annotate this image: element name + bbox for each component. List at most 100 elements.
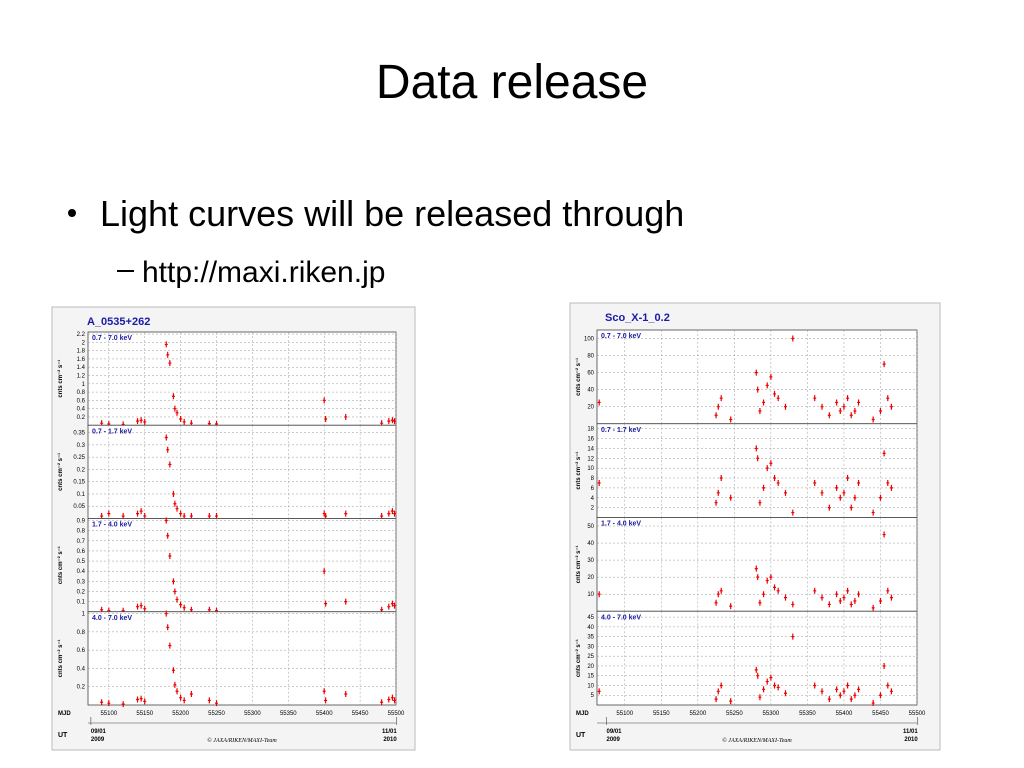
data-point: [835, 484, 839, 491]
y-tick-label: 15: [587, 674, 594, 680]
y-tick-label: 0.4: [77, 666, 86, 672]
data-point: [171, 578, 175, 585]
data-point: [324, 697, 328, 704]
y-tick-label: 10: [587, 592, 594, 598]
panel: [596, 329, 918, 425]
data-point: [387, 510, 391, 517]
data-point: [871, 509, 875, 516]
data-point: [820, 403, 824, 410]
y-tick-label: 30: [587, 558, 594, 564]
data-point: [344, 510, 348, 517]
data-point: [776, 587, 780, 594]
y-tick-label: 30: [587, 644, 594, 650]
y-axis-label: cnts cm⁻² s⁻¹: [57, 360, 64, 398]
data-point: [390, 508, 394, 515]
data-point: [171, 490, 175, 497]
data-point: [168, 642, 172, 649]
data-point: [857, 399, 861, 406]
credit: © JAXA/RIKEN/MAXI-Team: [722, 737, 792, 744]
y-tick-label: 40: [587, 388, 594, 394]
y-axis-label: cnts cm⁻² s⁻¹: [575, 358, 582, 396]
data-point: [390, 694, 394, 701]
data-point: [762, 591, 766, 598]
data-point: [756, 386, 760, 393]
data-point: [754, 565, 758, 572]
y-tick-label: 0.8: [77, 630, 86, 636]
data-point: [175, 688, 179, 695]
ut-label: UT: [576, 732, 586, 739]
y-tick-label: 0.15: [73, 480, 85, 486]
data-point: [121, 513, 125, 520]
data-point: [813, 479, 817, 486]
panel-label: 0.7 - 1.7 keV: [601, 427, 641, 434]
y-tick-label: 6: [591, 486, 595, 492]
data-point: [324, 600, 328, 607]
data-point: [769, 460, 773, 467]
data-point: [758, 599, 762, 606]
data-point: [166, 351, 170, 358]
data-point: [719, 682, 723, 689]
data-point: [207, 513, 211, 520]
y-tick-label: 1.4: [77, 365, 86, 371]
data-point: [853, 494, 857, 501]
data-point: [756, 574, 760, 581]
data-point: [175, 596, 179, 603]
data-point: [179, 601, 183, 608]
data-point: [838, 494, 842, 501]
data-point: [143, 418, 147, 425]
x-tick-label: 55500: [388, 711, 405, 717]
y-tick-label: 2: [82, 340, 86, 346]
ut-year: 2010: [383, 737, 397, 743]
data-point: [827, 696, 831, 703]
x-tick-label: 55150: [136, 711, 153, 717]
data-point: [179, 416, 183, 423]
y-tick-label: 0.3: [77, 443, 86, 449]
credit: © JAXA/RIKEN/MAXI-Team: [207, 737, 277, 744]
x-tick-label: 55450: [872, 711, 889, 717]
y-tick-label: 1: [82, 382, 86, 388]
data-point: [773, 390, 777, 397]
y-tick-label: 40: [587, 541, 594, 547]
y-tick-label: 0.9: [77, 519, 86, 525]
data-point: [762, 686, 766, 693]
data-point: [719, 587, 723, 594]
data-point: [597, 399, 601, 406]
data-point: [820, 688, 824, 695]
ut-date: 11/01: [382, 729, 397, 735]
data-point: [139, 417, 143, 424]
sub-bullet-text: http://maxi.riken.jp: [142, 256, 385, 289]
data-point: [849, 601, 853, 608]
data-point: [100, 513, 104, 520]
bullet: [68, 209, 76, 217]
data-point: [853, 407, 857, 414]
data-point: [175, 409, 179, 416]
figure-title: Sco_X-1_0.2: [605, 312, 670, 324]
data-point: [716, 403, 720, 410]
data-point: [886, 682, 890, 689]
data-point: [121, 701, 125, 708]
y-tick-label: 0.2: [77, 415, 86, 421]
data-point: [758, 407, 762, 414]
y-axis-label: cnts cm⁻² s⁻¹: [57, 453, 64, 491]
data-point: [719, 475, 723, 482]
data-point: [390, 600, 394, 607]
data-point: [322, 397, 326, 404]
data-point: [878, 692, 882, 699]
data-point: [390, 417, 394, 424]
data-point: [344, 598, 348, 605]
data-point: [882, 361, 886, 368]
panel: [87, 518, 397, 613]
y-tick-label: 18: [587, 427, 594, 433]
y-axis-label: cnts cm⁻² s⁻¹: [57, 546, 64, 584]
y-tick-label: 2.2: [77, 332, 86, 338]
data-point: [835, 399, 839, 406]
data-point: [842, 403, 846, 410]
data-point: [857, 479, 861, 486]
data-point: [716, 688, 720, 695]
data-point: [882, 450, 886, 457]
panel-label: 4.0 - 7.0 keV: [92, 615, 132, 622]
y-tick-label: 1.2: [77, 374, 86, 380]
data-point: [173, 500, 177, 507]
y-tick-label: 0.05: [73, 504, 85, 510]
